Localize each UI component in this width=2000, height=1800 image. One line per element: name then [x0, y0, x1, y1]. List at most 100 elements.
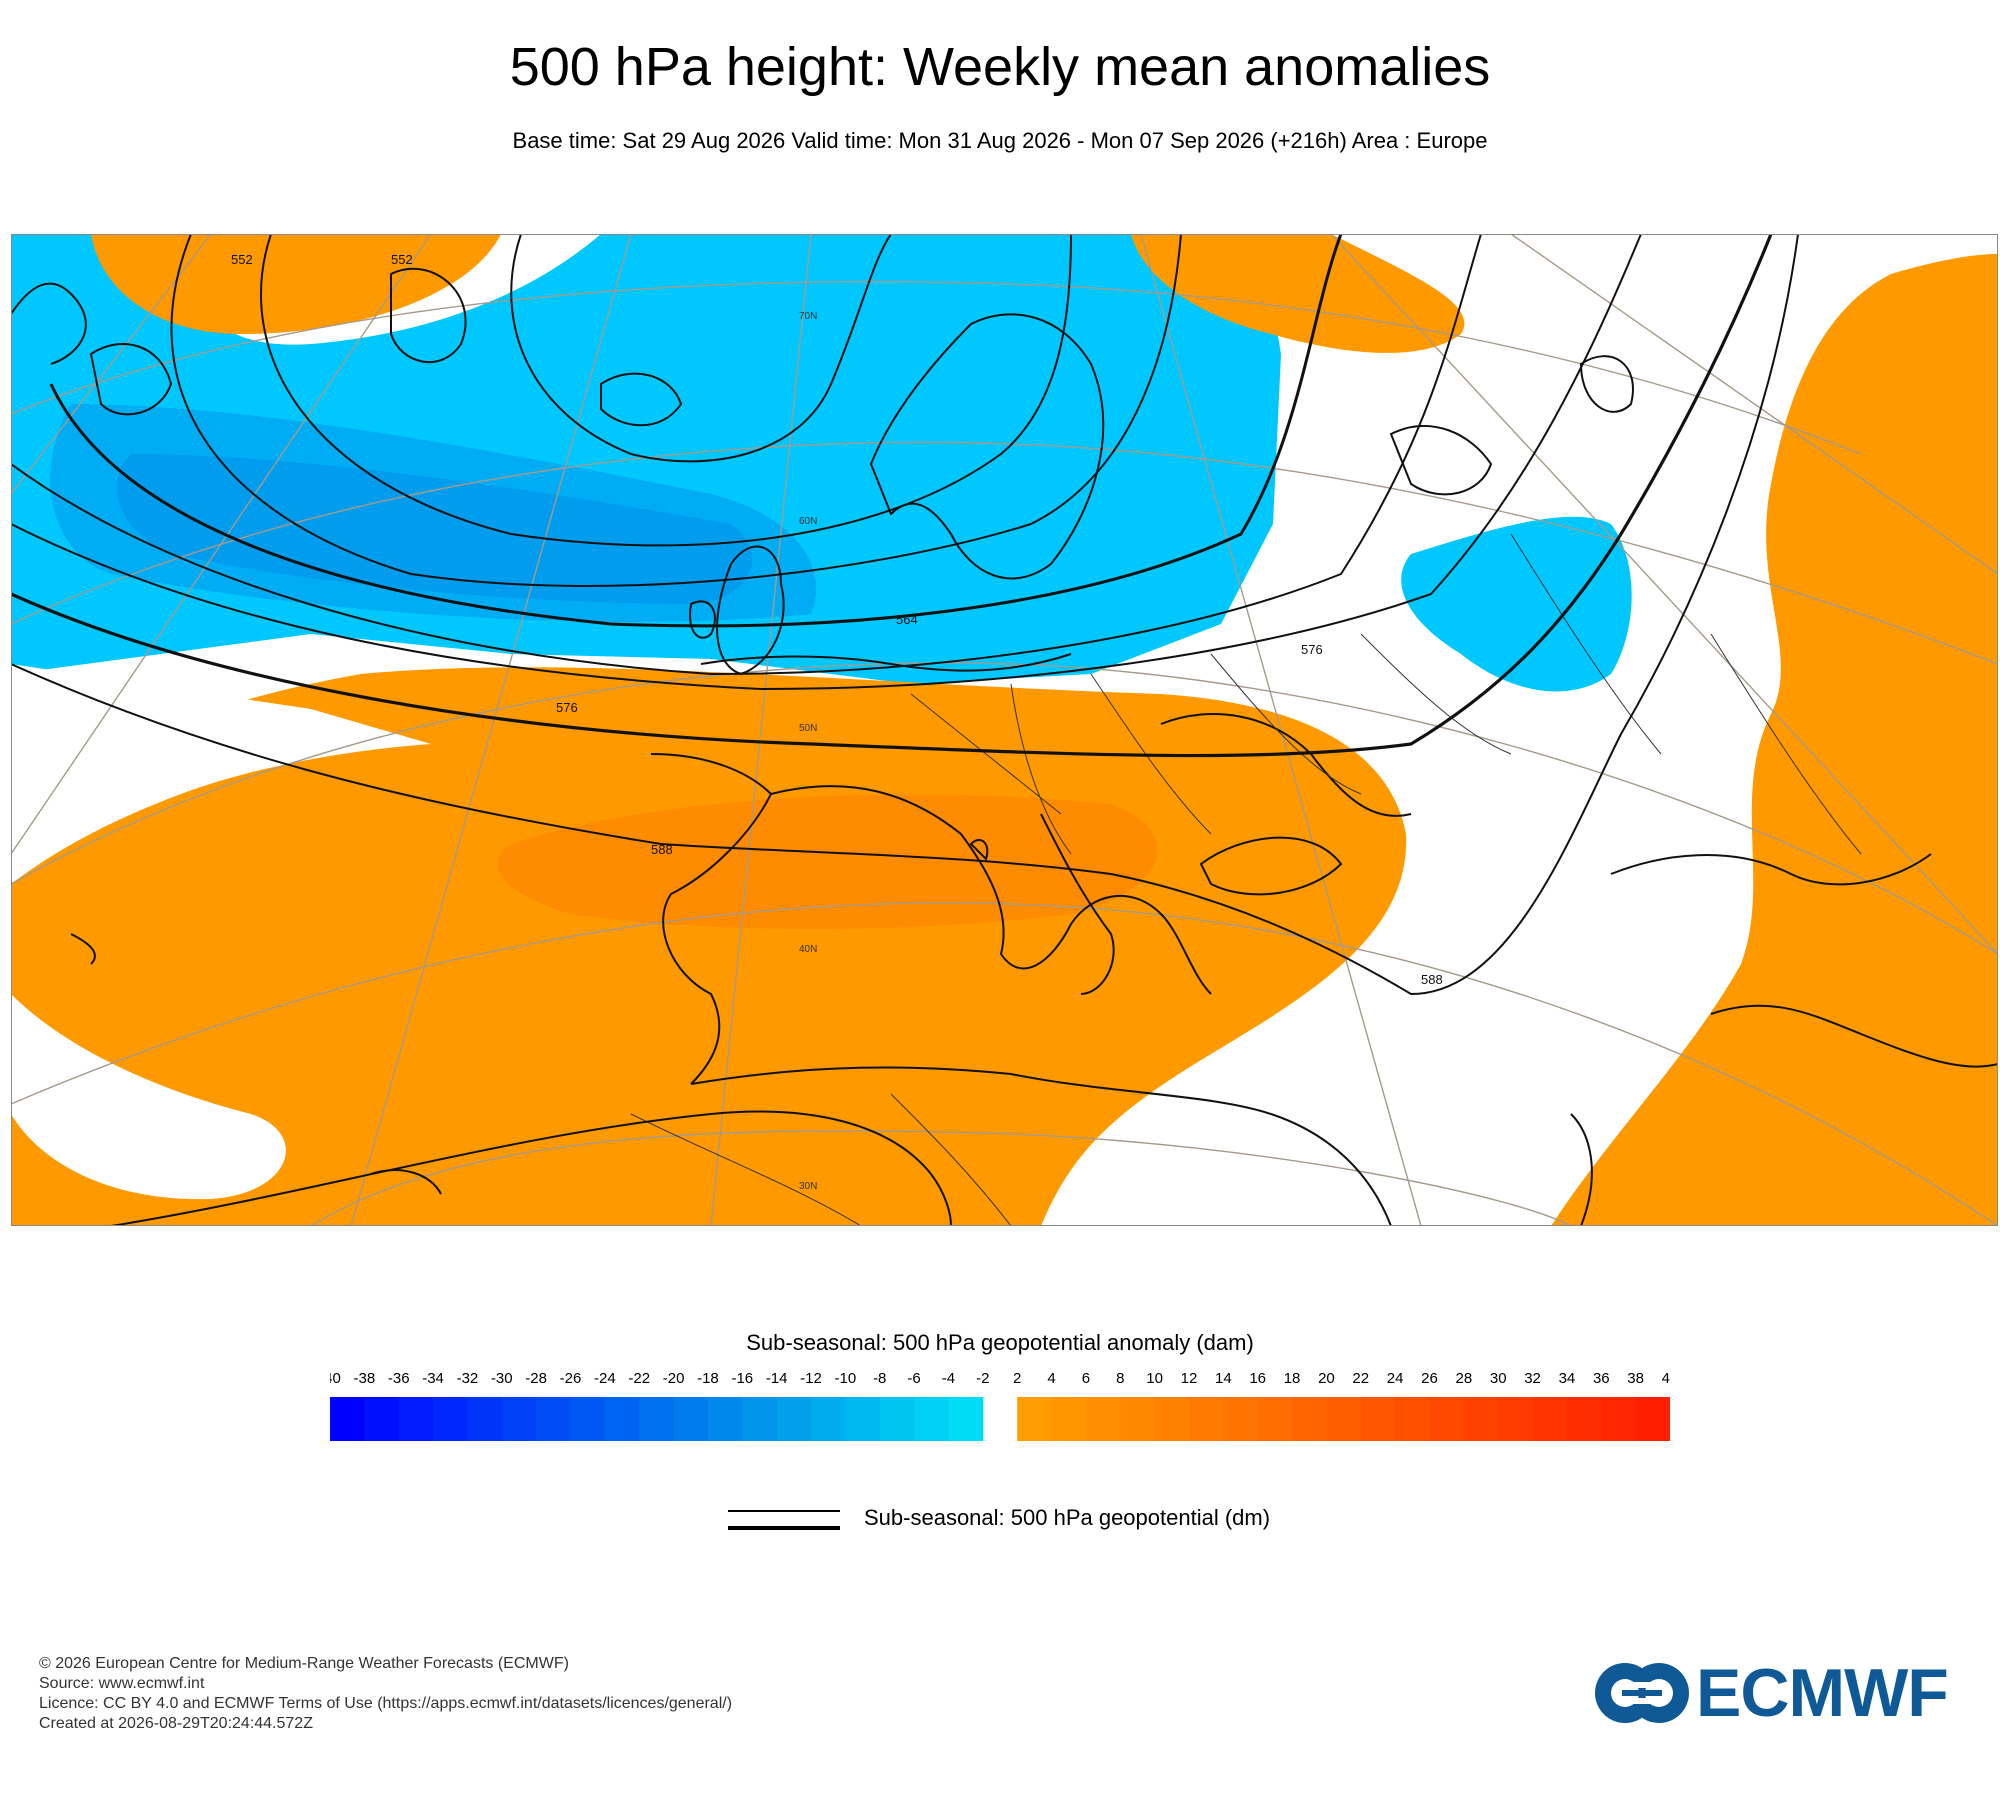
colorbar-swatch-positive: [1188, 1397, 1224, 1441]
colorbar-tick-label: -26: [560, 1370, 582, 1387]
colorbar: -40-38-36-34-32-30-28-26-24-22-20-18-16-…: [330, 1370, 1670, 1441]
colorbar-tick-label: -22: [628, 1370, 650, 1387]
positive-anomaly-scandinavia-north: [1131, 234, 1465, 353]
colorbar-swatch-negative: [707, 1397, 743, 1441]
colorbar-swatch-negative: [811, 1397, 846, 1441]
colorbar-swatch-negative: [501, 1397, 537, 1441]
country-borders: [630, 533, 1862, 1226]
colorbar-swatch-negative: [570, 1397, 606, 1441]
colorbar-tick-label: -20: [663, 1370, 685, 1387]
colorbar-tick-label: 10: [1146, 1370, 1163, 1387]
positive-anomaly-greenland: [91, 234, 501, 334]
contour-label: 552: [391, 252, 413, 267]
colorbar-swatch-positive: [1635, 1397, 1670, 1441]
colorbar-swatch-positive: [1257, 1397, 1293, 1441]
colorbar-swatch-negative: [639, 1397, 675, 1441]
chart-subtitle: Base time: Sat 29 Aug 2026 Valid time: M…: [512, 128, 1488, 153]
footer-created: Created at 2026-08-29T20:24:44.572Z: [39, 1715, 313, 1732]
colorbar-swatch-positive: [1360, 1397, 1396, 1441]
colorbar-tick-label: 40: [1662, 1370, 1670, 1387]
colorbar-swatch-negative: [914, 1397, 949, 1441]
colorbar-swatch-positive: [1326, 1397, 1362, 1441]
colorbar-tick-label: 8: [1116, 1370, 1124, 1387]
positive-anomaly-mediterranean-core: [497, 794, 1158, 929]
colorbar-swatch-positive: [1395, 1397, 1430, 1441]
contour-label: 588: [1421, 972, 1443, 987]
anomaly-map[interactable]: 564 576 576 588 588 552 552 70N 60N 50N …: [11, 234, 1998, 1226]
colorbar-swatch-positive: [1532, 1397, 1568, 1441]
neutral-atlantic-west: [11, 664, 431, 884]
contour-label: 552: [231, 252, 253, 267]
colorbar-swatch-negative: [330, 1397, 365, 1441]
ecmwf-logo-text: ECMWF: [1696, 1655, 1949, 1731]
colorbar-tick-label: 2: [1013, 1370, 1021, 1387]
colorbar-swatch-negative: [604, 1397, 640, 1441]
chart-title: 500 hPa height: Weekly mean anomalies: [509, 37, 1491, 97]
colorbar-swatch-positive: [1463, 1397, 1499, 1441]
contour-labels: 564 576 576 588 588 552 552: [231, 252, 1443, 987]
colorbar-tick-label: 12: [1181, 1370, 1198, 1387]
colorbar-swatch-positive: [1017, 1397, 1053, 1441]
colorbar-tick-label: -4: [942, 1370, 955, 1387]
colorbar-swatch-positive: [1085, 1397, 1121, 1441]
contour-label: 564: [896, 612, 918, 627]
lat-label: 50N: [799, 723, 817, 734]
graticule: [11, 234, 1998, 1226]
lat-label: 70N: [799, 311, 817, 322]
colorbar-tick-label: -12: [800, 1370, 822, 1387]
colorbar-tick-label: -10: [835, 1370, 857, 1387]
colorbar-swatch-positive: [1429, 1397, 1465, 1441]
colorbar-tick-label: -14: [766, 1370, 788, 1387]
colorbar-swatch-positive: [1223, 1397, 1259, 1441]
lat-label: 40N: [799, 944, 817, 955]
contour-label: 576: [1301, 642, 1323, 657]
colorbar-swatch-positive: [1292, 1397, 1327, 1441]
footer-copyright: © 2026 European Centre for Medium-Range …: [39, 1655, 569, 1672]
colorbar-tick-label: -18: [697, 1370, 719, 1387]
colorbar-tick-label: -36: [388, 1370, 410, 1387]
colorbar-tick-label: 26: [1421, 1370, 1438, 1387]
colorbar-tick-label: 36: [1593, 1370, 1610, 1387]
colorbar-tick-label: -34: [422, 1370, 444, 1387]
footer-source[interactable]: Source: www.ecmwf.int: [39, 1675, 205, 1692]
legend-line-thin: [728, 1510, 840, 1512]
colorbar-tick-label: 24: [1387, 1370, 1404, 1387]
colorbar-tick-label: 34: [1559, 1370, 1576, 1387]
colorbar-swatch-negative: [845, 1397, 881, 1441]
colorbar-title: Sub-seasonal: 500 hPa geopotential anoma…: [746, 1330, 1254, 1355]
colorbar-tick-label: 22: [1352, 1370, 1369, 1387]
map-frame: [11, 234, 1998, 1226]
legend-line-thick: [728, 1526, 840, 1530]
colorbar-swatch-negative: [948, 1397, 984, 1441]
footer-licence[interactable]: Licence: CC BY 4.0 and ECMWF Terms of Us…: [39, 1695, 733, 1712]
colorbar-swatch-negative: [364, 1397, 400, 1441]
colorbar-tick-label: 20: [1318, 1370, 1335, 1387]
colorbar-swatch-positive: [1120, 1397, 1156, 1441]
colorbar-swatch-negative: [536, 1397, 572, 1441]
lat-label: 60N: [799, 516, 817, 527]
negative-anomaly-deep: [116, 454, 753, 604]
colorbar-tick-label: -40: [330, 1370, 341, 1387]
colorbar-tick-label: 16: [1249, 1370, 1266, 1387]
footer: © 2026 European Centre for Medium-Range …: [39, 1654, 732, 1734]
contour-label: 588: [651, 842, 673, 857]
colorbar-swatch-negative: [433, 1397, 468, 1441]
colorbar-tick-label: 30: [1490, 1370, 1507, 1387]
positive-anomaly-far-east: [1551, 254, 1998, 1226]
colorbar-tick-label: -30: [491, 1370, 513, 1387]
colorbar-swatch-negative: [742, 1397, 778, 1441]
colorbar-tick-label: -8: [873, 1370, 886, 1387]
colorbar-swatch-positive: [1154, 1397, 1190, 1441]
colorbar-tick-label: 4: [1047, 1370, 1055, 1387]
colorbar-tick-label: -6: [907, 1370, 920, 1387]
ecmwf-logo-icon: [1595, 1663, 1689, 1723]
colorbar-swatch-negative: [398, 1397, 434, 1441]
colorbar-tick-label: 14: [1215, 1370, 1232, 1387]
neutral-atlantic-southwest: [11, 994, 286, 1200]
colorbar-tick-label: 38: [1627, 1370, 1644, 1387]
ecmwf-logo[interactable]: ECMWF: [1592, 1655, 1972, 1731]
colorbar-tick-label: 6: [1082, 1370, 1090, 1387]
latitude-labels: 70N 60N 50N 40N 30N: [799, 311, 817, 1192]
colorbar-swatch-negative: [879, 1397, 915, 1441]
colorbar-tick-label: -28: [525, 1370, 547, 1387]
